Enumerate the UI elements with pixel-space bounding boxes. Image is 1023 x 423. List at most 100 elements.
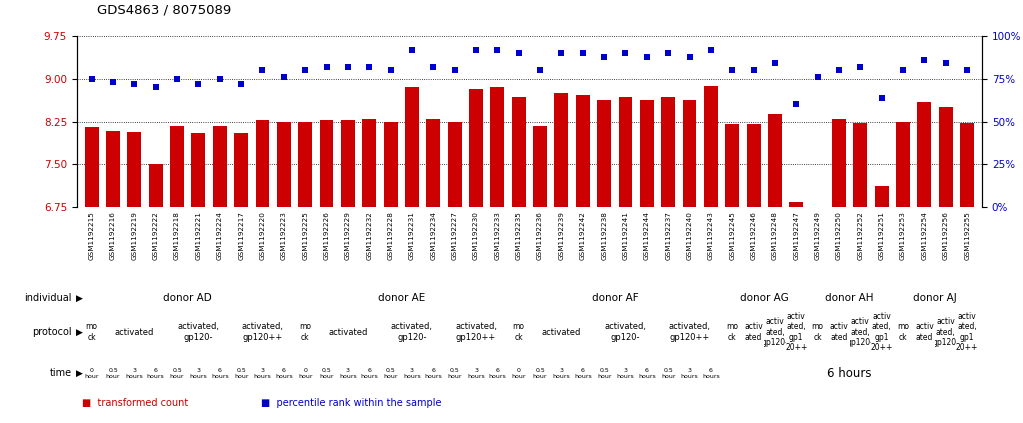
Text: mo
ck: mo ck [86, 322, 97, 342]
Text: 0.5
hour: 0.5 hour [533, 368, 547, 379]
Text: 0
hour: 0 hour [298, 368, 312, 379]
Text: activated,
gp120-: activated, gp120- [177, 322, 220, 342]
Bar [725, 124, 740, 207]
Text: 6
hours: 6 hours [275, 368, 293, 379]
Text: GSM1192224: GSM1192224 [217, 211, 223, 260]
Text: 0
hour: 0 hour [512, 368, 526, 379]
Text: activated: activated [115, 327, 154, 337]
Text: GSM1192233: GSM1192233 [494, 211, 500, 260]
Text: protocol: protocol [32, 327, 72, 337]
Text: GSM1192227: GSM1192227 [452, 211, 457, 260]
Text: donor AD: donor AD [164, 293, 212, 303]
Text: ▶: ▶ [76, 369, 83, 378]
Text: activ
ated,
gp1
20++: activ ated, gp1 20++ [785, 312, 807, 352]
Text: activated: activated [328, 327, 367, 337]
Text: mo
ck: mo ck [299, 322, 311, 342]
Point [767, 60, 784, 67]
Text: 3
hours: 3 hours [617, 368, 634, 379]
Bar [470, 89, 483, 207]
Bar [405, 88, 418, 207]
Text: activated,
gp120++: activated, gp120++ [455, 322, 497, 342]
Bar [213, 126, 227, 207]
Text: 6
hours: 6 hours [638, 368, 656, 379]
Bar [704, 85, 718, 207]
Point [84, 75, 100, 82]
Bar [148, 165, 163, 207]
Text: GSM1192256: GSM1192256 [943, 211, 948, 260]
Text: GSM1192243: GSM1192243 [708, 211, 714, 260]
Text: GSM1192255: GSM1192255 [964, 211, 970, 260]
Bar [810, 207, 825, 423]
Bar [661, 97, 675, 207]
Bar [234, 133, 249, 207]
Bar [191, 133, 206, 207]
Point [703, 46, 719, 53]
Text: GSM1192229: GSM1192229 [345, 211, 351, 260]
Bar [427, 119, 440, 207]
Text: GSM1192250: GSM1192250 [836, 211, 842, 260]
Point [553, 49, 570, 56]
Text: GSM1192223: GSM1192223 [281, 211, 286, 260]
Point [746, 67, 762, 74]
Point [959, 67, 975, 74]
Point [468, 46, 484, 53]
Bar [597, 101, 611, 207]
Point [532, 67, 548, 74]
Bar [384, 122, 398, 207]
Bar [875, 186, 889, 207]
Text: donor AH: donor AH [826, 293, 874, 303]
Point [788, 101, 804, 108]
Point [617, 49, 633, 56]
Text: 6
hours: 6 hours [211, 368, 229, 379]
Point [895, 67, 911, 74]
Text: GSM1192225: GSM1192225 [302, 211, 308, 260]
Point [489, 46, 505, 53]
Bar [256, 120, 269, 207]
Text: donor AE: donor AE [377, 293, 425, 303]
Text: ■  percentile rank within the sample: ■ percentile rank within the sample [261, 398, 441, 408]
Text: activ
ated,
gp120-: activ ated, gp120- [932, 317, 960, 347]
Point [510, 49, 527, 56]
Text: GSM1192220: GSM1192220 [260, 211, 266, 260]
Bar [619, 97, 632, 207]
Text: GSM1192218: GSM1192218 [174, 211, 180, 260]
Text: GSM1192242: GSM1192242 [580, 211, 586, 260]
Bar [640, 101, 654, 207]
Text: 0.5
hour: 0.5 hour [105, 368, 121, 379]
Text: GSM1192236: GSM1192236 [537, 211, 543, 260]
Text: GSM1192240: GSM1192240 [686, 211, 693, 260]
Text: GSM1192248: GSM1192248 [772, 211, 777, 260]
Text: 6
hours: 6 hours [489, 368, 506, 379]
Point [383, 67, 399, 74]
Point [361, 63, 377, 70]
Text: GSM1192231: GSM1192231 [409, 211, 415, 260]
Bar [768, 114, 782, 207]
Text: mo
ck: mo ck [726, 322, 739, 342]
Text: ■  transformed count: ■ transformed count [82, 398, 188, 408]
Point [147, 84, 164, 91]
Bar [319, 120, 333, 207]
Text: GSM1192215: GSM1192215 [89, 211, 95, 260]
Text: 6
hours: 6 hours [360, 368, 379, 379]
Text: GSM1192237: GSM1192237 [665, 211, 671, 260]
Text: GSM1192253: GSM1192253 [900, 211, 906, 260]
Text: mo
ck: mo ck [513, 322, 525, 342]
Bar [448, 122, 461, 207]
Text: 0.5
hour: 0.5 hour [596, 368, 612, 379]
Text: GSM1192247: GSM1192247 [793, 211, 799, 260]
Text: GSM1192222: GSM1192222 [152, 211, 159, 260]
Point [809, 74, 826, 80]
Text: activ
ated: activ ated [744, 322, 763, 342]
Text: donor AJ: donor AJ [914, 293, 957, 303]
Text: activ
ated,
gp120-: activ ated, gp120- [847, 317, 874, 347]
Text: activated,
gp120-: activated, gp120- [605, 322, 647, 342]
Text: 6
hours: 6 hours [574, 368, 591, 379]
Text: GSM1192238: GSM1192238 [602, 211, 607, 260]
Text: 6
hours: 6 hours [702, 368, 720, 379]
Text: GSM1192226: GSM1192226 [323, 211, 329, 260]
Text: 3
hours: 3 hours [552, 368, 570, 379]
Bar [576, 95, 589, 207]
Text: GSM1192251: GSM1192251 [879, 211, 885, 260]
Text: 6
hours: 6 hours [425, 368, 442, 379]
Bar [853, 124, 868, 207]
